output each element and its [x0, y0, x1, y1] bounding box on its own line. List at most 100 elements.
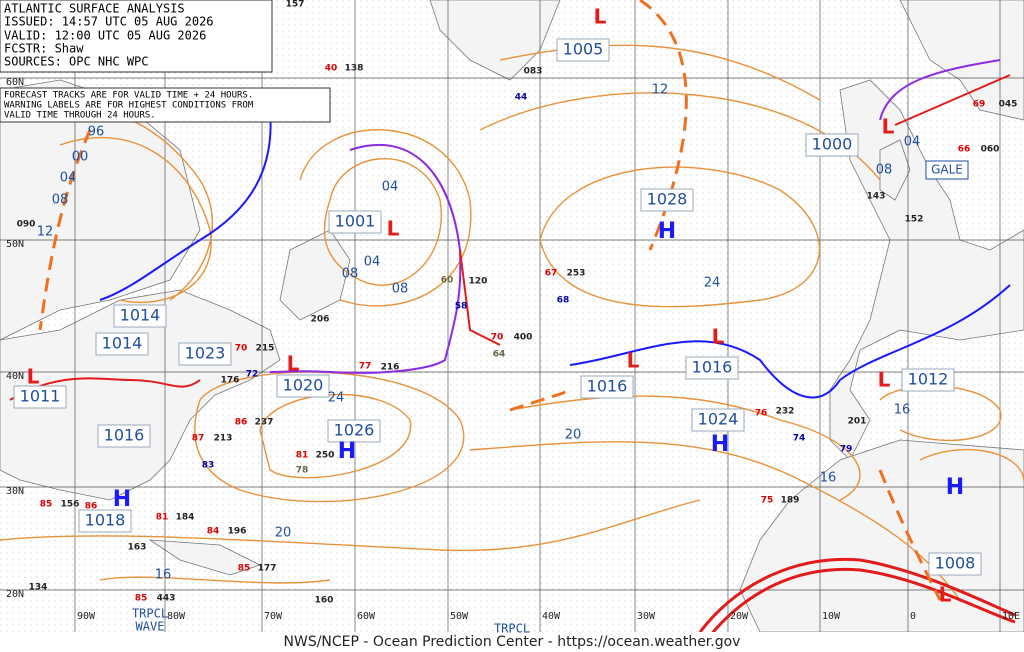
station-value: 68 — [557, 296, 570, 306]
station-value: 189 — [781, 496, 800, 506]
high-center: H — [113, 487, 131, 512]
pressure-label: 1014 — [120, 306, 161, 325]
pressure-label: 1024 — [698, 410, 739, 429]
isobar-label: 08 — [876, 163, 893, 178]
pressure-label: 1023 — [185, 344, 226, 363]
station-value: 213 — [214, 434, 233, 444]
high-center: H — [658, 219, 676, 244]
longitude-label: 50W — [450, 611, 469, 622]
pressure-label: 1014 — [102, 334, 143, 353]
pressure-label: 1001 — [335, 212, 376, 231]
longitude-label: 20W — [730, 611, 749, 622]
longitude-label: 70W — [264, 611, 283, 622]
notice-line: WARNING LABELS ARE FOR HIGHEST CONDITION… — [4, 101, 254, 111]
station-value: 157 — [286, 0, 305, 10]
land — [0, 0, 1024, 633]
wave-label: TRPCL — [132, 607, 168, 621]
isobar-label: 20 — [565, 428, 582, 443]
high-center: H — [946, 475, 964, 500]
isobar-label: 16 — [894, 403, 911, 418]
header-sources: SOURCES: OPC NHC WPC — [4, 55, 149, 69]
label-box — [13, 385, 67, 409]
longitude-label: 80W — [167, 611, 186, 622]
isobar-label: 04 — [904, 135, 921, 150]
station-value: 70 — [491, 333, 504, 343]
header-box — [0, 0, 273, 73]
pressure-label: 1008 — [935, 554, 976, 573]
station-value: 232 — [776, 407, 795, 417]
high-center: H — [711, 432, 729, 457]
label-box — [78, 509, 132, 533]
station-value: 44 — [515, 93, 528, 103]
warning-box — [925, 160, 969, 180]
station-value: 84 — [207, 527, 220, 537]
station-value: 85 — [40, 500, 53, 510]
pressure-label: 1028 — [647, 190, 688, 209]
latitude-label: 60N — [6, 77, 24, 88]
station-value: 74 — [793, 434, 806, 444]
low-center: L — [387, 217, 400, 241]
notice-box — [0, 87, 331, 123]
label-box — [556, 38, 610, 62]
wave-label: WAVE — [136, 620, 165, 634]
pressure-label: 1018 — [85, 511, 126, 530]
pressure-label: 1011 — [20, 387, 61, 406]
isobar-label: 04 — [60, 171, 77, 186]
station-value: 67 — [545, 269, 558, 279]
station-value: 87 — [192, 434, 205, 444]
isobar-label: 24 — [328, 391, 345, 406]
wave-label: TRPCL — [494, 622, 530, 636]
label-box — [178, 342, 232, 366]
low-center: L — [712, 325, 725, 349]
warning-label: GALE — [931, 163, 963, 177]
pressure-label: 1026 — [334, 421, 375, 440]
station-value: 76 — [755, 409, 768, 419]
station-value: 215 — [256, 344, 275, 354]
notice-line: FORECAST TRACKS ARE FOR VALID TIME + 24 … — [4, 91, 253, 101]
station-value: 77 — [359, 362, 372, 372]
station-value: 156 — [61, 500, 80, 510]
station-value: 81 — [296, 451, 309, 461]
station-value: 70 — [235, 344, 248, 354]
isobar-label: 12 — [652, 83, 669, 98]
header-forecaster: FCSTR: Shaw — [4, 42, 84, 56]
station-value: 81 — [156, 513, 169, 523]
station-value: 60 — [441, 276, 454, 286]
label-box — [95, 332, 149, 356]
label-box — [276, 374, 330, 398]
station-value: 184 — [176, 513, 195, 523]
pressure-label: 1016 — [692, 358, 733, 377]
latitude-label: 30N — [6, 486, 24, 497]
footer-bar — [0, 632, 1024, 652]
station-value: 86 — [85, 502, 98, 512]
station-value: 400 — [514, 333, 533, 343]
station-value: 060 — [981, 145, 1000, 155]
isobar-label: 08 — [392, 282, 409, 297]
station-value: 090 — [17, 220, 36, 230]
station-value: 72 — [246, 370, 259, 380]
station-value: 75 — [761, 496, 774, 506]
low-center: L — [27, 365, 40, 389]
isobar-label: 16 — [155, 568, 172, 583]
label-box — [691, 408, 745, 432]
isobar-label: 04 — [382, 180, 399, 195]
station-value: 69 — [973, 100, 986, 110]
label-box — [805, 133, 859, 157]
low-center: L — [627, 349, 640, 373]
label-box — [580, 375, 634, 399]
station-value: 83 — [202, 461, 215, 471]
notice-line: VALID TIME THROUGH 24 HOURS. — [4, 111, 156, 121]
station-value: 177 — [258, 564, 277, 574]
low-center: L — [939, 583, 952, 607]
station-value: 083 — [524, 67, 543, 77]
station-value: 152 — [905, 215, 924, 225]
header-title: ATLANTIC SURFACE ANALYSIS — [4, 2, 185, 16]
longitude-label: 60W — [357, 611, 376, 622]
station-value: 66 — [958, 145, 971, 155]
station-value: 58 — [455, 302, 468, 312]
label-box — [327, 419, 381, 443]
station-value: 160 — [315, 596, 334, 606]
label-box — [928, 552, 982, 576]
low-center: L — [287, 352, 300, 376]
